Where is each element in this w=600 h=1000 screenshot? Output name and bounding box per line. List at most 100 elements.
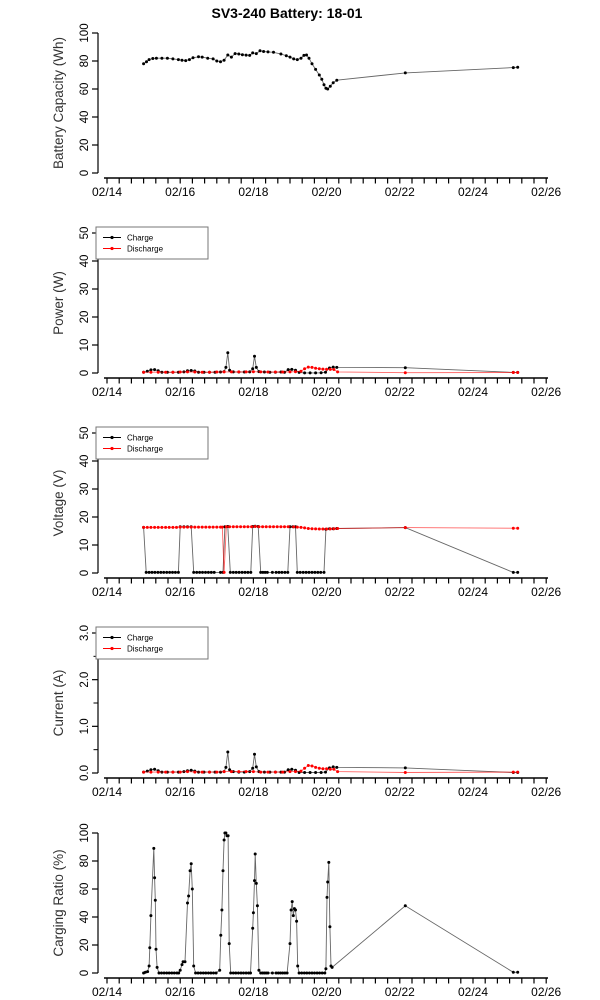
y-axis-title: Current (A) <box>51 670 66 737</box>
svg-text:60: 60 <box>79 883 91 896</box>
x-tick-label: 02/18 <box>238 985 268 999</box>
x-tick-label: 02/24 <box>458 785 488 799</box>
svg-text:80: 80 <box>79 855 91 868</box>
svg-text:2.0: 2.0 <box>79 672 91 688</box>
legend-label: Discharge <box>127 244 164 253</box>
x-tick-label: 02/20 <box>312 585 342 599</box>
x-tick-label: 02/20 <box>312 385 342 399</box>
x-tick-label: 02/26 <box>531 585 561 599</box>
svg-text:20: 20 <box>79 939 91 952</box>
x-tick-label: 02/14 <box>92 385 122 399</box>
x-tick-label: 02/26 <box>531 185 561 199</box>
svg-text:30: 30 <box>79 483 91 496</box>
y-axis-title: Battery Capacity (Wh) <box>51 37 66 169</box>
x-tick-label: 02/26 <box>531 385 561 399</box>
series-line <box>143 526 518 573</box>
legend-label: Discharge <box>127 644 164 653</box>
x-tick-label: 02/18 <box>238 385 268 399</box>
y-axis: 0.0 1.0 2.0 3.0 Current (A) <box>51 625 99 781</box>
x-axis: 02/14 02/16 02/18 02/20 02/22 02/24 02/26 <box>92 177 562 199</box>
legend-marker <box>110 435 114 440</box>
chart-title: SV3-240 Battery: 18-01 <box>211 5 363 21</box>
legend-label: Discharge <box>127 444 164 453</box>
svg-text:20: 20 <box>79 139 91 152</box>
x-tick-label: 02/22 <box>385 985 415 999</box>
panel-power: 0 10 20 30 40 50 Power (W) 02/14 02/16 02/18 02/20… <box>51 226 562 399</box>
svg-text:40: 40 <box>79 455 91 468</box>
svg-text:0.0: 0.0 <box>79 765 91 781</box>
legend: Charge Discharge <box>95 626 209 660</box>
svg-text:50: 50 <box>79 227 91 240</box>
x-tick-label: 02/26 <box>531 785 561 799</box>
svg-text:3.0: 3.0 <box>79 625 91 641</box>
svg-text:100: 100 <box>79 23 91 42</box>
y-axis-title: Voltage (V) <box>51 470 66 537</box>
x-tick-label: 02/14 <box>92 185 122 199</box>
series-charge <box>142 524 520 574</box>
legend-marker <box>110 635 114 640</box>
legend: Charge Discharge <box>95 226 209 260</box>
x-tick-label: 02/18 <box>238 185 268 199</box>
series-discharge <box>142 365 520 375</box>
series-line <box>143 832 518 974</box>
y-axis-title: Power (W) <box>51 271 66 335</box>
legend-label: Charge <box>127 233 154 242</box>
x-tick-label: 02/14 <box>92 585 122 599</box>
svg-text:0: 0 <box>79 370 91 376</box>
y-axis: 0 20 40 60 80 100 Battery Capacity (Wh) <box>51 23 99 176</box>
x-tick-label: 02/18 <box>238 585 268 599</box>
x-axis: 02/14 02/16 02/18 02/20 02/22 02/24 02/26 <box>92 977 562 999</box>
legend-marker <box>110 235 114 240</box>
svg-text:10: 10 <box>79 539 91 552</box>
legend-label: Charge <box>127 433 154 442</box>
x-tick-label: 02/24 <box>458 985 488 999</box>
x-tick-label: 02/24 <box>458 585 488 599</box>
x-tick-label: 02/24 <box>458 185 488 199</box>
x-tick-label: 02/20 <box>312 185 342 199</box>
legend-label: Charge <box>127 633 154 642</box>
svg-text:0: 0 <box>79 570 91 576</box>
series-carging-ratio <box>142 831 520 975</box>
svg-text:0: 0 <box>79 170 91 176</box>
x-tick-label: 02/22 <box>385 585 415 599</box>
x-tick-label: 02/14 <box>92 985 122 999</box>
svg-text:20: 20 <box>79 311 91 324</box>
x-axis: 02/14 02/16 02/18 02/20 02/22 02/24 02/26 <box>92 777 562 799</box>
x-axis: 02/14 02/16 02/18 02/20 02/22 02/24 02/26 <box>92 377 562 399</box>
series-discharge <box>142 764 520 774</box>
svg-text:40: 40 <box>79 911 91 924</box>
x-tick-label: 02/24 <box>458 385 488 399</box>
x-tick-label: 02/22 <box>385 385 415 399</box>
series-discharge <box>142 525 520 574</box>
series-line <box>143 525 518 573</box>
x-tick-label: 02/16 <box>165 385 195 399</box>
legend: Charge Discharge <box>95 426 209 460</box>
y-axis-title: Carging Ratio (%) <box>51 849 66 956</box>
legend-marker <box>110 446 114 451</box>
legend-marker <box>110 246 114 251</box>
x-tick-label: 02/14 <box>92 785 122 799</box>
series-battery-capacity <box>142 49 520 91</box>
svg-text:0: 0 <box>79 970 91 976</box>
svg-text:40: 40 <box>79 255 91 268</box>
svg-text:20: 20 <box>79 511 91 524</box>
series-charge <box>142 351 520 375</box>
x-tick-label: 02/16 <box>165 785 195 799</box>
svg-text:80: 80 <box>79 55 91 68</box>
y-axis: 0 20 40 60 80 100 Carging Ratio (%) <box>51 823 99 976</box>
legend-marker <box>110 646 114 651</box>
x-tick-label: 02/20 <box>312 985 342 999</box>
x-axis: 02/14 02/16 02/18 02/20 02/22 02/24 02/26 <box>92 577 562 599</box>
svg-text:100: 100 <box>79 823 91 842</box>
y-axis: 0 10 20 30 40 50 Voltage (V) <box>51 427 99 576</box>
x-tick-label: 02/20 <box>312 785 342 799</box>
x-tick-label: 02/16 <box>165 185 195 199</box>
svg-text:40: 40 <box>79 111 91 124</box>
x-tick-label: 02/18 <box>238 785 268 799</box>
x-tick-label: 02/16 <box>165 585 195 599</box>
